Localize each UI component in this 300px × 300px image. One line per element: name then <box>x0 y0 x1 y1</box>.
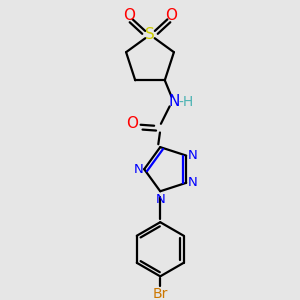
Text: O: O <box>123 8 135 23</box>
Text: Br: Br <box>152 287 168 300</box>
Text: N: N <box>169 94 180 109</box>
Text: N: N <box>188 176 198 189</box>
Text: N: N <box>155 193 165 206</box>
Text: N: N <box>134 163 143 176</box>
Text: O: O <box>165 8 177 23</box>
Text: O: O <box>126 116 138 131</box>
Text: -H: -H <box>178 94 194 109</box>
Text: N: N <box>188 149 198 162</box>
Text: S: S <box>145 27 155 42</box>
